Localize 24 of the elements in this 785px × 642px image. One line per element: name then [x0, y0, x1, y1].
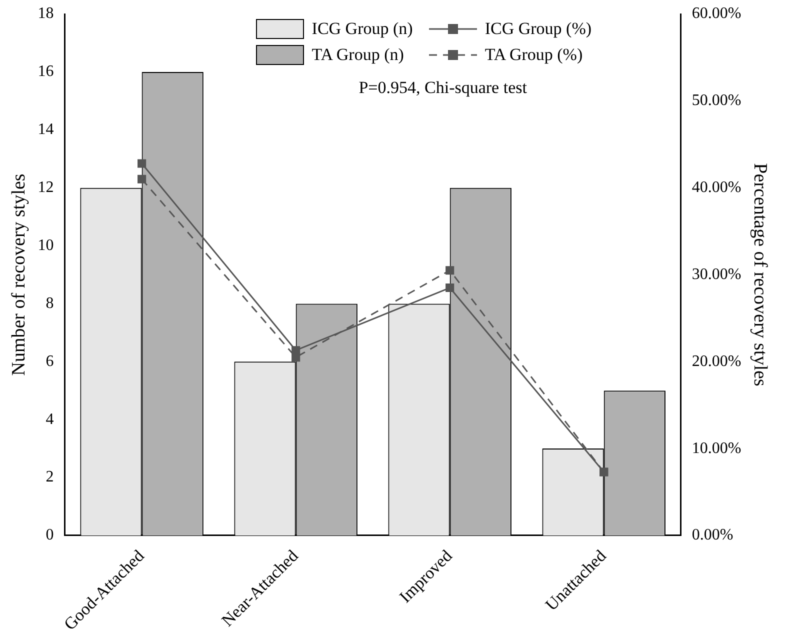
y-tick-label: 8: [46, 294, 54, 312]
y-tick-label: 12: [38, 179, 54, 196]
y-tick-label: 14: [38, 121, 54, 138]
y-tick-label: 2: [46, 468, 54, 486]
y2-tick-label: 40.00%: [692, 179, 742, 196]
y2-tick-label: 10.00%: [692, 440, 742, 457]
annotation: P=0.954, Chi-square test: [358, 78, 528, 97]
legend-label: ICG Group (%): [484, 19, 592, 39]
y-tick-label: 4: [46, 410, 54, 428]
y-tick-label: 0: [46, 526, 54, 544]
y2-tick-label: 0.00%: [692, 526, 734, 544]
y-tick-label: 18: [38, 5, 54, 22]
legend-label: ICG Group (n): [312, 19, 413, 39]
y-axis-title: Number of recovery styles: [8, 174, 30, 376]
y2-tick-label: 50.00%: [692, 92, 742, 110]
y2-axis-title: Percentage of recovery styles: [750, 163, 771, 386]
y-tick-label: 16: [38, 63, 54, 80]
legend-label: TA Group (%): [484, 45, 583, 65]
legend-label: TA Group (n): [312, 45, 404, 65]
y2-tick-label: 60.00%: [692, 5, 742, 22]
y2-tick-label: 20.00%: [692, 352, 742, 370]
y-tick-label: 6: [46, 352, 54, 370]
y-tick-label: 10: [38, 236, 54, 254]
y2-tick-label: 30.00%: [692, 266, 742, 283]
